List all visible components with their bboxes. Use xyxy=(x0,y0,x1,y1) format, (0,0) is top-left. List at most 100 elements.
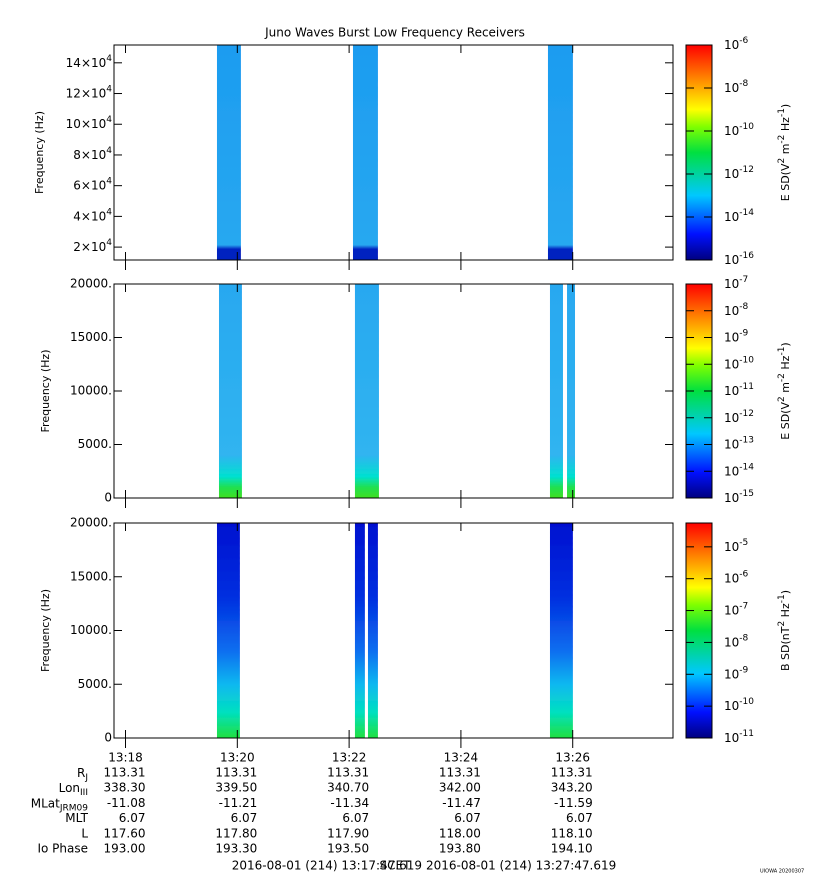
ephemeris-value: 113.31 xyxy=(104,766,146,780)
ephemeris-value: 339.50 xyxy=(215,781,257,795)
colorbar-tick-label: 10-14 xyxy=(724,208,754,224)
spectrogram-data xyxy=(216,523,573,738)
colorbar-tick-label: 10-8 xyxy=(724,301,749,317)
colorbar-tick-label: 10-9 xyxy=(724,328,749,344)
ephemeris-value: 113.31 xyxy=(327,766,369,780)
ephemeris-value: -11.34 xyxy=(330,796,369,810)
ephemeris-value: 6.07 xyxy=(342,811,369,825)
ephemeris-label: MLatJRM09 xyxy=(31,796,89,813)
ephemeris-value: 193.00 xyxy=(104,842,146,856)
ephemeris-value: 194.10 xyxy=(551,842,593,856)
ephemeris-value: -11.08 xyxy=(107,796,146,810)
y-tick-label: 5000. xyxy=(78,677,112,691)
ephemeris-value: 342.00 xyxy=(439,781,481,795)
ephemeris-value: 6.07 xyxy=(231,811,258,825)
y-tick-label: 5000. xyxy=(78,437,112,451)
ephemeris-value: 6.07 xyxy=(454,811,481,825)
x-tick-label: 13:26 xyxy=(555,751,590,765)
burst xyxy=(567,284,576,498)
colorbar-tick-label: 10-10 xyxy=(724,122,754,138)
colorbar-tick-label: 10-6 xyxy=(724,569,749,585)
colorbar xyxy=(686,523,712,738)
colorbar-tick-label: 10-14 xyxy=(724,462,754,478)
ephemeris-value: 6.07 xyxy=(119,811,146,825)
ephemeris-label: LonIII xyxy=(59,781,88,798)
colorbar-tick-label: 10-9 xyxy=(724,665,749,681)
footer-end: 2016-08-01 (214) 13:27:47.619 xyxy=(426,859,616,873)
colorbar-tick-label: 10-16 xyxy=(724,251,754,267)
burst xyxy=(549,523,573,738)
footer-start: 2016-08-01 (214) 13:17:47.619 xyxy=(232,859,422,873)
x-tick-label: 13:22 xyxy=(332,751,367,765)
ephemeris-value: -11.21 xyxy=(219,796,258,810)
y-tick-label: 8×104 xyxy=(73,145,112,161)
y-tick-label: 20000. xyxy=(70,516,112,530)
colorbar-tick-label: 10-12 xyxy=(724,408,754,424)
ephemeris-value: 117.90 xyxy=(327,826,369,840)
burst xyxy=(218,284,242,498)
ephemeris-value: 6.07 xyxy=(566,811,593,825)
y-tick-label: 20000. xyxy=(70,277,112,291)
colorbar-tick-label: 10-7 xyxy=(724,601,748,617)
colorbar-tick-label: 10-12 xyxy=(724,165,754,181)
colorbar-label: E SD(V2 m-2 Hz-1) xyxy=(777,104,793,201)
burst xyxy=(549,284,563,498)
ephemeris-value: 117.80 xyxy=(215,826,257,840)
credit: UIOWA 20200307 xyxy=(760,869,804,875)
plot-frame xyxy=(113,44,674,261)
burst xyxy=(216,45,241,260)
colorbar-tick-label: 10-11 xyxy=(724,729,754,745)
y-tick-label: 15000. xyxy=(70,569,112,583)
y-axis-label: Frequency (Hz) xyxy=(39,589,52,672)
burst xyxy=(352,45,378,260)
colorbar-tick-label: 10-7 xyxy=(724,275,748,291)
burst xyxy=(367,523,378,738)
ephemeris-value: 338.30 xyxy=(104,781,146,795)
spectrogram-data xyxy=(216,45,573,260)
colorbar-tick-label: 10-10 xyxy=(724,355,754,371)
ephemeris-value: 113.31 xyxy=(215,766,257,780)
ephemeris-value: 193.50 xyxy=(327,842,369,856)
burst xyxy=(354,523,365,738)
ephemeris-value: -11.59 xyxy=(554,796,593,810)
colorbar-tick-label: 10-10 xyxy=(724,697,754,713)
colorbar-tick-label: 10-11 xyxy=(724,382,754,398)
colorbar-frame xyxy=(685,44,713,261)
y-tick-label: 2×104 xyxy=(73,238,112,254)
y-tick-label: 6×104 xyxy=(73,176,112,192)
colorbar-tick-label: 10-8 xyxy=(724,79,749,95)
ephemeris-value: 193.80 xyxy=(439,842,481,856)
colorbar-tick-label: 10-8 xyxy=(724,633,749,649)
burst xyxy=(216,523,240,738)
ephemeris-value: 117.60 xyxy=(104,826,146,840)
ephemeris-value: -11.47 xyxy=(442,796,481,810)
x-tick-label: 13:24 xyxy=(444,751,479,765)
y-tick-label: 10000. xyxy=(70,384,112,398)
ephemeris-value: 340.70 xyxy=(327,781,369,795)
ephemeris-label: RJ xyxy=(77,766,88,783)
y-tick-label: 15000. xyxy=(70,330,112,344)
y-axis-label: Frequency (Hz) xyxy=(39,350,52,433)
y-tick-label: 14×104 xyxy=(66,53,113,69)
y-tick-label: 10000. xyxy=(70,623,112,637)
plot-frame xyxy=(113,522,674,739)
chart-title: Juno Waves Burst Low Frequency Receivers xyxy=(264,26,525,40)
ephemeris-value: 118.00 xyxy=(439,826,481,840)
ephemeris-label: MLT xyxy=(65,811,88,825)
plot-frame xyxy=(113,283,674,499)
colorbar-tick-label: 10-5 xyxy=(724,537,748,553)
y-tick-label: 4×104 xyxy=(73,207,112,223)
spectrogram-data xyxy=(218,284,576,498)
burst xyxy=(354,284,379,498)
y-tick-label: 0 xyxy=(104,731,112,745)
colorbar-frame xyxy=(685,522,713,739)
colorbar-tick-label: 10-15 xyxy=(724,489,754,505)
ephemeris-value: 113.31 xyxy=(551,766,593,780)
ephemeris-value: 193.30 xyxy=(215,842,257,856)
x-tick-label: 13:20 xyxy=(220,751,255,765)
colorbar-tick-label: 10-6 xyxy=(724,36,749,52)
ephemeris-value: 113.31 xyxy=(439,766,481,780)
colorbar-label: E SD(V2 m-2 Hz-1) xyxy=(777,342,793,439)
ephemeris-label: L xyxy=(81,826,88,840)
